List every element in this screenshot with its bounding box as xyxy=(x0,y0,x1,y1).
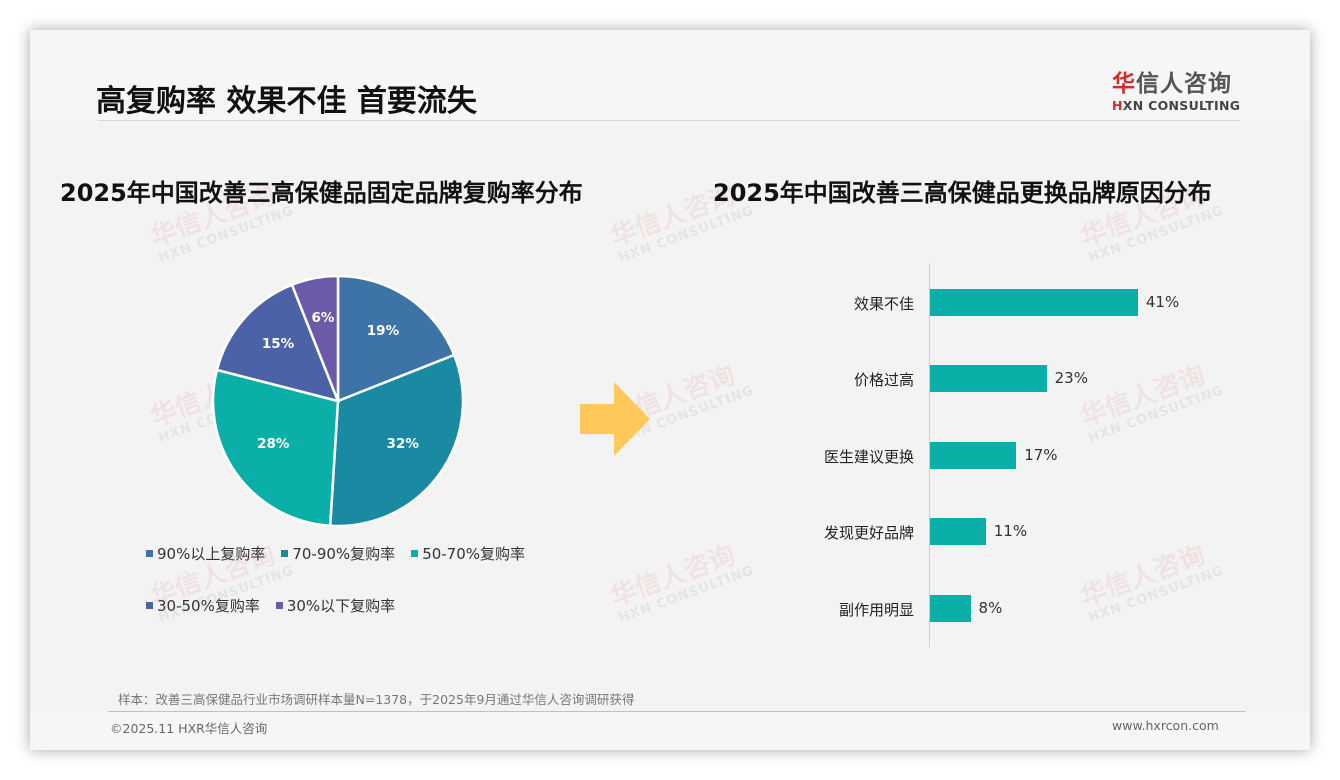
bar-chart-axis xyxy=(929,263,930,647)
pie-chart-svg xyxy=(211,274,465,528)
bar xyxy=(930,595,971,622)
pie-slice-label: 32% xyxy=(386,436,419,453)
legend-swatch-icon xyxy=(275,601,283,609)
bar-row: 价格过高 23% xyxy=(770,365,1290,393)
watermark-en: HXN CONSULTING xyxy=(1086,382,1227,446)
legend-label: 30%以下复购率 xyxy=(286,596,396,615)
bar xyxy=(930,289,1138,316)
bar xyxy=(930,365,1047,392)
bar-value-label: 8% xyxy=(978,599,1003,617)
footer-divider xyxy=(108,711,1246,712)
pie-slice-label: 6% xyxy=(311,310,335,327)
pie-chart: 19% 32% 28% 15% 6% xyxy=(210,273,466,529)
legend-swatch-icon xyxy=(146,601,153,609)
pie-slice xyxy=(290,274,340,402)
legend-item: 30-50%复购率 xyxy=(146,595,260,616)
pie-legend: 90%以上复购率 70-90%复购率 50-70%复购率 30-50%复购率 30%以下… xyxy=(146,542,566,646)
legend-item: 30%以下复购率 xyxy=(275,595,396,616)
bar-row: 效果不佳 41% xyxy=(770,289,1290,317)
bar-category-label: 副作用明显 xyxy=(838,601,914,619)
legend-swatch-icon xyxy=(411,549,419,557)
footer-band xyxy=(30,712,1310,750)
logo-cn-text: 信人咨询 xyxy=(1136,71,1232,97)
bar-row: 发现更好品牌 11% xyxy=(770,518,1290,546)
logo-chinese: 华信人咨询 xyxy=(1112,64,1242,98)
pie-slice-label: 15% xyxy=(261,336,295,353)
legend-swatch-icon xyxy=(146,549,153,557)
legend-row: 90%以上复购率 70-90%复购率 50-70%复购率 xyxy=(146,542,566,564)
legend-swatch-icon xyxy=(281,549,289,557)
pie-slice xyxy=(215,283,341,403)
bar-value-label: 41% xyxy=(1145,293,1180,311)
pie-slice-label: 28% xyxy=(257,436,290,453)
bar-row: 医生建议更换 17% xyxy=(770,442,1290,470)
watermark-en: HXN CONSULTING xyxy=(1086,202,1227,266)
bar-row: 副作用明显 8% xyxy=(770,595,1290,623)
title-divider xyxy=(98,120,1240,121)
watermark-en: HXN CONSULTING xyxy=(156,202,297,266)
legend-label: 90%以上复购率 xyxy=(157,544,266,563)
bar-value-label: 17% xyxy=(1024,446,1058,464)
legend-label: 50-70%复购率 xyxy=(422,544,526,563)
slide: 高复购率 效果不佳 首要流失 华信人咨询 HXN CONSULTING 华信人咨… xyxy=(30,30,1310,750)
bar xyxy=(930,518,986,545)
pie-slice xyxy=(328,353,465,528)
company-logo: 华信人咨询 HXN CONSULTING xyxy=(1112,64,1242,113)
bar-category-label: 价格过高 xyxy=(853,371,914,389)
watermark-cn: 华信人咨询 xyxy=(606,540,740,614)
watermark-en: HXN CONSULTING xyxy=(616,202,757,266)
pie-slice-label: 19% xyxy=(366,322,400,339)
bar-category-label: 医生建议更换 xyxy=(823,448,914,466)
watermark-en: HXN CONSULTING xyxy=(616,562,757,626)
bar-category-label: 发现更好品牌 xyxy=(823,524,914,542)
legend-label: 30-50%复购率 xyxy=(157,596,260,615)
legend-item: 70-90%复购率 xyxy=(281,543,395,564)
logo-en-accent: H xyxy=(1112,98,1123,113)
legend-label: 70-90%复购率 xyxy=(292,544,396,563)
website-link[interactable]: www.hxrcon.com xyxy=(1112,718,1219,733)
bar-value-label: 11% xyxy=(993,522,1028,540)
sample-note: 样本：改善三高保健品行业市场调研样本量N=1378，于2025年9月通过华信人咨… xyxy=(118,692,635,707)
right-arrow-icon xyxy=(580,382,650,456)
header-band xyxy=(30,30,1310,120)
copyright-text: ©2025.11 HXR华信人咨询 xyxy=(110,721,268,736)
page-title: 高复购率 效果不佳 首要流失 xyxy=(96,84,477,119)
pie-chart-title: 2025年中国改善三高保健品固定品牌复购率分布 xyxy=(60,179,583,207)
logo-accent: 华 xyxy=(1112,71,1136,97)
legend-row: 30-50%复购率 30%以下复购率 xyxy=(146,594,566,616)
logo-english: HXN CONSULTING xyxy=(1112,98,1242,113)
bar xyxy=(930,442,1017,469)
bar-chart-title: 2025年中国改善三高保健品更换品牌原因分布 xyxy=(713,179,1212,207)
bar-value-label: 23% xyxy=(1054,369,1088,387)
legend-item: 50-70%复购率 xyxy=(411,543,525,564)
bar-category-label: 效果不佳 xyxy=(853,295,914,313)
legend-item: 90%以上复购率 xyxy=(146,543,265,564)
logo-en-text: XN CONSULTING xyxy=(1122,98,1241,113)
pie-slice xyxy=(336,274,456,403)
pie-slice xyxy=(211,368,340,528)
